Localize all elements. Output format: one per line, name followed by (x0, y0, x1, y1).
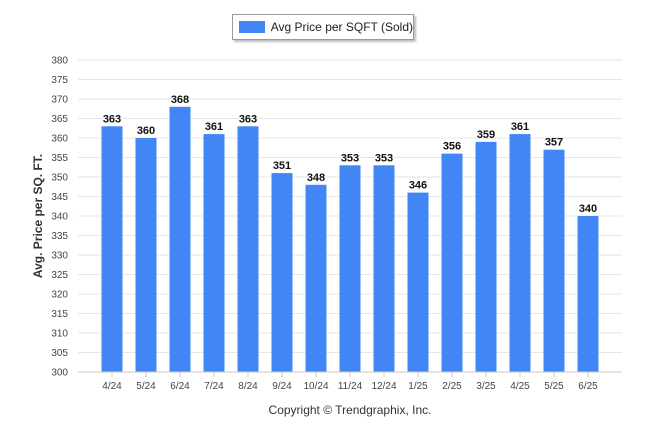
x-axis-ticks: 4/24 5/24 6/24 7/24 8/24 9/24 10/24 11/24 12/24 1… (102, 372, 598, 392)
y-tick-label: 300 (51, 368, 68, 379)
y-tick-label: 340 (51, 212, 68, 223)
x-tick-label: 6/25 (578, 381, 598, 392)
y-tick-label: 330 (51, 251, 68, 262)
y-tick-label: 320 (51, 290, 68, 301)
y-tick-label: 380 (51, 56, 68, 67)
bar (475, 141, 497, 372)
data-label: 353 (341, 152, 359, 164)
y-tick-label: 310 (51, 329, 68, 340)
bar (373, 165, 395, 372)
x-tick-label: 7/24 (204, 381, 224, 392)
y-tick-label: 360 (51, 134, 68, 145)
y-tick-label: 350 (51, 173, 68, 184)
bar (101, 126, 123, 372)
y-axis-label: Avg. Price per SQ. FT. (31, 154, 45, 278)
x-tick-label: 10/24 (303, 381, 328, 392)
data-label: 368 (171, 94, 189, 106)
bars (101, 106, 599, 373)
bar (339, 165, 361, 372)
data-label: 359 (477, 129, 495, 141)
data-labels: 363 360 368 361 363 351 348 353 353 346 356 359 361 3… (103, 94, 597, 215)
x-tick-label: 8/24 (238, 381, 258, 392)
bar (577, 216, 599, 372)
bar (203, 134, 225, 372)
bar (271, 173, 293, 372)
data-label: 356 (443, 141, 461, 153)
bar (441, 153, 463, 372)
x-tick-label: 4/25 (510, 381, 530, 392)
legend: Avg Price per SQFT (Sold) (232, 14, 414, 40)
y-tick-label: 375 (51, 75, 68, 86)
bar (407, 192, 429, 372)
bar (509, 134, 531, 372)
x-tick-label: 4/24 (102, 381, 122, 392)
y-tick-label: 345 (51, 192, 68, 203)
y-tick-label: 365 (51, 114, 68, 125)
copyright-footer: Copyright © Trendgraphix, Inc. (268, 403, 432, 417)
bar (169, 106, 191, 373)
y-tick-label: 315 (51, 309, 68, 320)
bar (135, 138, 157, 372)
data-label: 348 (307, 172, 325, 184)
x-tick-label: 6/24 (170, 381, 190, 392)
x-tick-label: 5/24 (136, 381, 156, 392)
data-label: 363 (239, 113, 257, 125)
x-tick-label: 9/24 (272, 381, 292, 392)
data-label: 357 (545, 137, 563, 149)
y-tick-label: 335 (51, 231, 68, 242)
x-tick-label: 5/25 (544, 381, 564, 392)
data-label: 340 (579, 203, 597, 215)
x-tick-label: 12/24 (371, 381, 396, 392)
legend-swatch (239, 21, 265, 33)
x-tick-label: 3/25 (476, 381, 496, 392)
y-axis-ticks: 300 305 310 315 320 325 330 335 340 345 350 355 360 3… (51, 56, 68, 379)
x-tick-label: 1/25 (408, 381, 428, 392)
bar (305, 184, 327, 372)
legend-label: Avg Price per SQFT (Sold) (270, 20, 413, 34)
bar (237, 126, 259, 372)
data-label: 361 (205, 121, 223, 133)
y-tick-label: 355 (51, 153, 68, 164)
data-label: 346 (409, 180, 427, 192)
x-tick-label: 2/25 (442, 381, 462, 392)
y-tick-label: 305 (51, 348, 68, 359)
bar (543, 149, 565, 372)
data-label: 353 (375, 152, 393, 164)
y-tick-label: 325 (51, 270, 68, 281)
x-tick-label: 11/24 (338, 381, 363, 392)
data-label: 361 (511, 121, 529, 133)
data-label: 360 (137, 125, 155, 137)
data-label: 363 (103, 113, 121, 125)
data-label: 351 (273, 160, 291, 172)
y-tick-label: 370 (51, 95, 68, 106)
